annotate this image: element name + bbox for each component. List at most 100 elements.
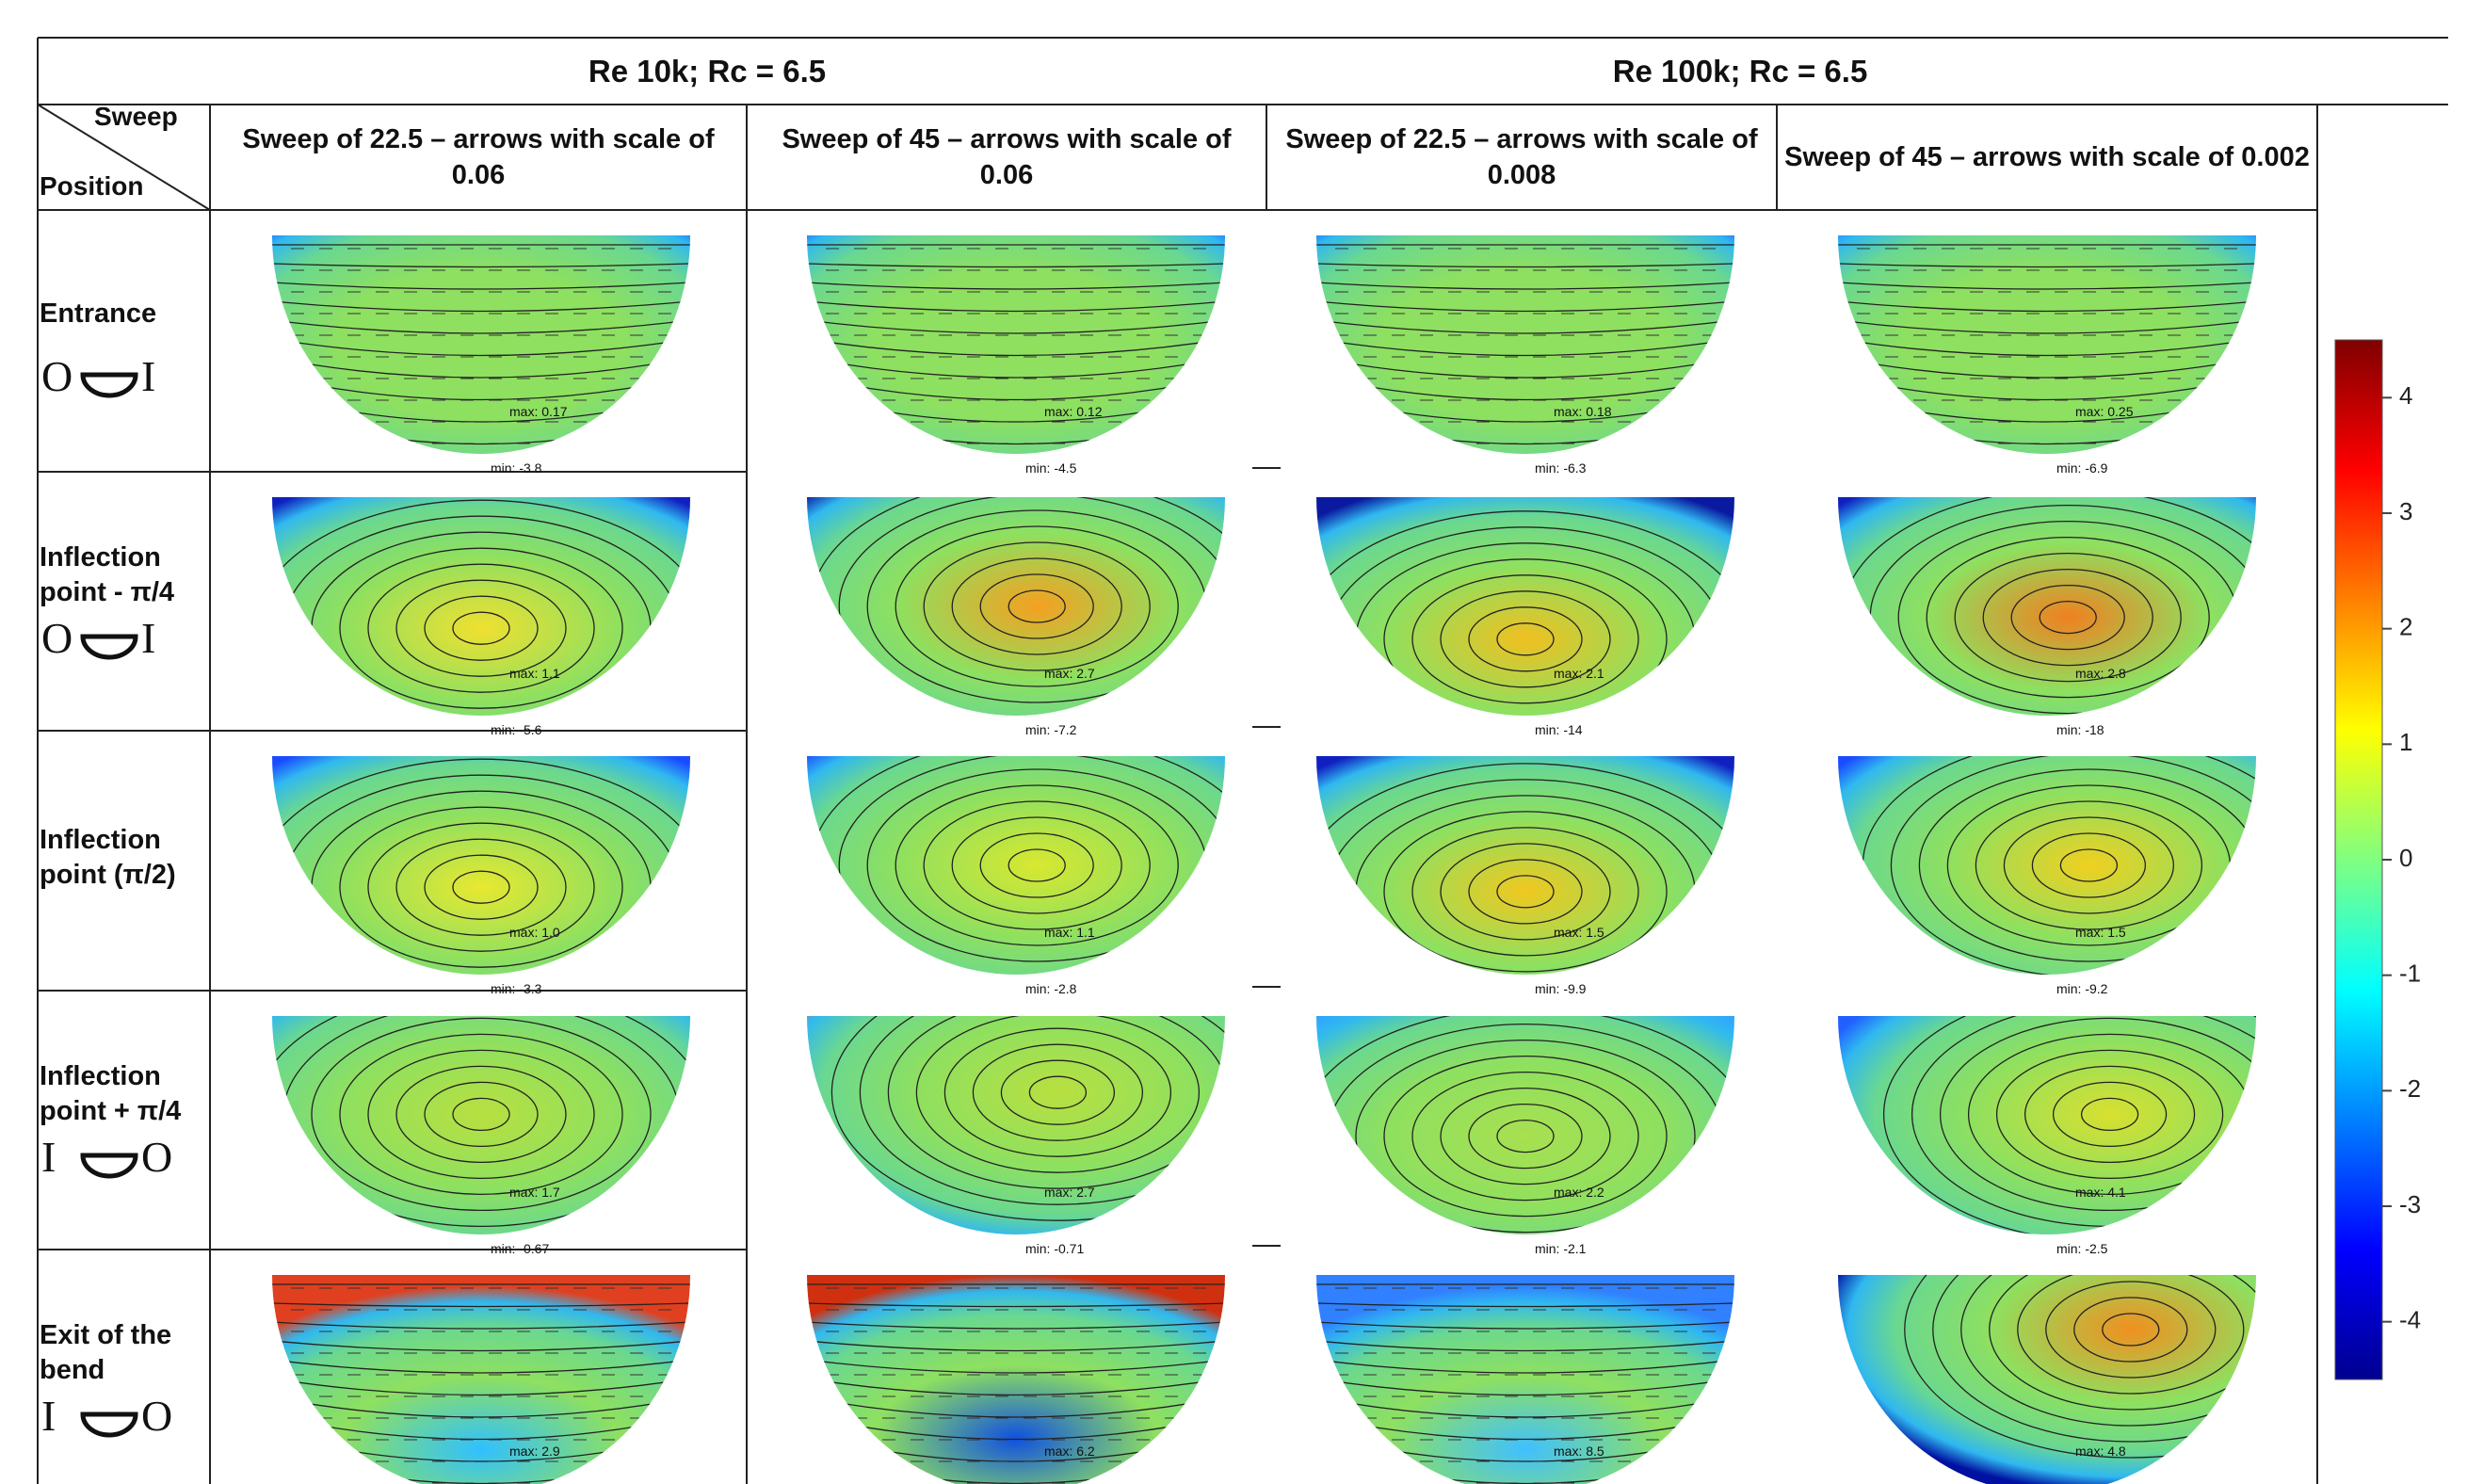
contour-plot — [1316, 756, 1734, 975]
streamline — [272, 1302, 690, 1308]
max-label: max: 0.12 — [1044, 404, 1103, 419]
streamline — [1316, 1359, 1734, 1374]
streamline — [1383, 558, 1668, 716]
streamline — [1000, 1059, 1116, 1125]
streamline — [859, 1016, 1225, 1205]
streamline — [1411, 1071, 1639, 1202]
streamline — [1411, 827, 1639, 957]
streamline — [807, 357, 1225, 379]
bend-icon — [80, 1411, 138, 1438]
max-label: max: 0.25 — [2075, 404, 2134, 419]
min-label: min: -3.8 — [491, 460, 542, 476]
streamlines — [830, 1016, 1225, 1221]
streamline — [1468, 606, 1583, 672]
streamline — [1960, 1275, 2256, 1427]
streamlines — [1904, 1275, 2256, 1459]
group-header: Re 100k; Rc = 6.5 — [1612, 53, 1868, 89]
streamline — [807, 1378, 1225, 1396]
row-symbol: O — [141, 1133, 173, 1181]
min-label: min: -6.3 — [1535, 460, 1587, 476]
streamline — [1468, 1103, 1583, 1169]
max-label: max: 1.1 — [1044, 925, 1095, 940]
row-symbol: O — [41, 614, 73, 662]
streamline — [1939, 1017, 2256, 1212]
streamline — [1838, 319, 2256, 334]
streamline — [1496, 875, 1555, 909]
colorbar-tick-label: -2 — [2399, 1074, 2421, 1103]
contour-plot — [1838, 235, 2256, 454]
streamline — [951, 816, 1122, 914]
streamline — [1440, 843, 1611, 941]
streamline — [1890, 756, 2256, 975]
min-label: min: -0.67 — [491, 1241, 549, 1256]
streamline — [923, 541, 1151, 671]
streamline — [943, 1027, 1172, 1157]
streamline — [272, 499, 690, 716]
row-label: Inflection point - π/4 — [40, 542, 175, 607]
max-label: max: 2.8 — [2075, 666, 2126, 681]
streamline — [367, 563, 595, 693]
contour-plot — [1838, 756, 2256, 975]
streamline — [923, 800, 1151, 930]
streamline — [2052, 1081, 2168, 1148]
streamline — [339, 806, 623, 968]
streamline — [1975, 800, 2203, 930]
streamline — [452, 870, 510, 904]
streamline — [838, 497, 1225, 716]
streamline — [1383, 811, 1668, 973]
contour-plot — [1316, 235, 1734, 454]
max-label: max: 1.5 — [2075, 925, 2126, 940]
streamline — [339, 1033, 623, 1196]
corner-label: Position — [40, 171, 144, 201]
row-symbol: I — [141, 614, 156, 662]
column-header: Sweep of 45 – arrows with scale of 0.06 — [782, 124, 1232, 190]
max-label: max: 2.2 — [1554, 1185, 1604, 1200]
streamline — [424, 595, 539, 661]
column-header: Sweep of 45 – arrows with scale of 0.002 — [1784, 142, 2310, 172]
streamlines — [272, 499, 690, 716]
bend-icon — [80, 1153, 138, 1179]
streamline — [2073, 1297, 2188, 1363]
streamline — [1496, 622, 1555, 656]
streamline — [272, 1396, 690, 1418]
streamline — [1440, 1087, 1611, 1186]
contour-plot — [272, 235, 690, 454]
colorbar-tick-label: 1 — [2399, 728, 2412, 756]
colorbar-tick-label: 2 — [2399, 613, 2412, 641]
streamline — [951, 557, 1122, 655]
corner-label: Sweep — [94, 102, 178, 131]
streamline — [272, 1378, 690, 1396]
streamline — [272, 300, 690, 313]
contour-plot — [1316, 497, 1734, 716]
streamline — [1440, 590, 1611, 688]
streamline — [272, 758, 690, 975]
streamline — [1954, 552, 2182, 683]
streamline — [979, 573, 1094, 639]
contour-plot — [272, 1016, 690, 1234]
streamline — [1932, 1275, 2256, 1443]
max-label: max: 8.5 — [1554, 1444, 1604, 1459]
min-label: min: -0.71 — [1025, 1241, 1084, 1256]
max-label: max: 1.1 — [509, 666, 560, 681]
colorbar-tick-label: -4 — [2399, 1306, 2421, 1334]
colorbar — [2334, 339, 2383, 1380]
streamline — [915, 1016, 1201, 1173]
colorbar-tick-label: 0 — [2399, 844, 2412, 872]
min-label: min: -14 — [1535, 722, 1583, 737]
max-label: max: 2.1 — [1554, 666, 1604, 681]
bend-icon — [80, 372, 138, 398]
min-label: min: -6.9 — [2056, 460, 2108, 476]
streamline — [395, 1065, 567, 1164]
streamline — [1316, 1302, 1734, 1308]
streamline — [2003, 816, 2175, 914]
max-label: max: 2.7 — [1044, 666, 1095, 681]
streamline — [1316, 319, 1734, 334]
streamline — [1355, 1039, 1696, 1234]
max-label: max: 1.5 — [1554, 925, 1604, 940]
streamline — [1008, 848, 1066, 882]
row-symbol: O — [141, 1392, 173, 1440]
streamline — [424, 854, 539, 920]
contour-plot — [272, 756, 690, 975]
streamline — [1316, 263, 1734, 268]
